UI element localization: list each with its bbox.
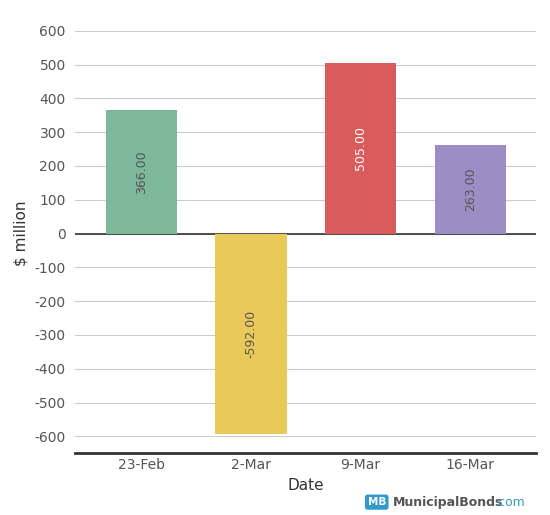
Text: MunicipalBonds: MunicipalBonds xyxy=(393,495,504,509)
Bar xyxy=(106,110,177,233)
Text: MB: MB xyxy=(367,497,386,507)
Text: 366.00: 366.00 xyxy=(135,150,148,194)
Bar xyxy=(325,63,396,233)
Text: 263.00: 263.00 xyxy=(464,167,477,211)
Text: 505.00: 505.00 xyxy=(354,126,367,170)
Bar xyxy=(215,233,287,434)
Text: -592.00: -592.00 xyxy=(244,310,257,358)
Y-axis label: $ million: $ million xyxy=(14,201,29,266)
Bar xyxy=(434,145,506,233)
Text: .com: .com xyxy=(494,495,525,509)
X-axis label: Date: Date xyxy=(288,477,324,493)
